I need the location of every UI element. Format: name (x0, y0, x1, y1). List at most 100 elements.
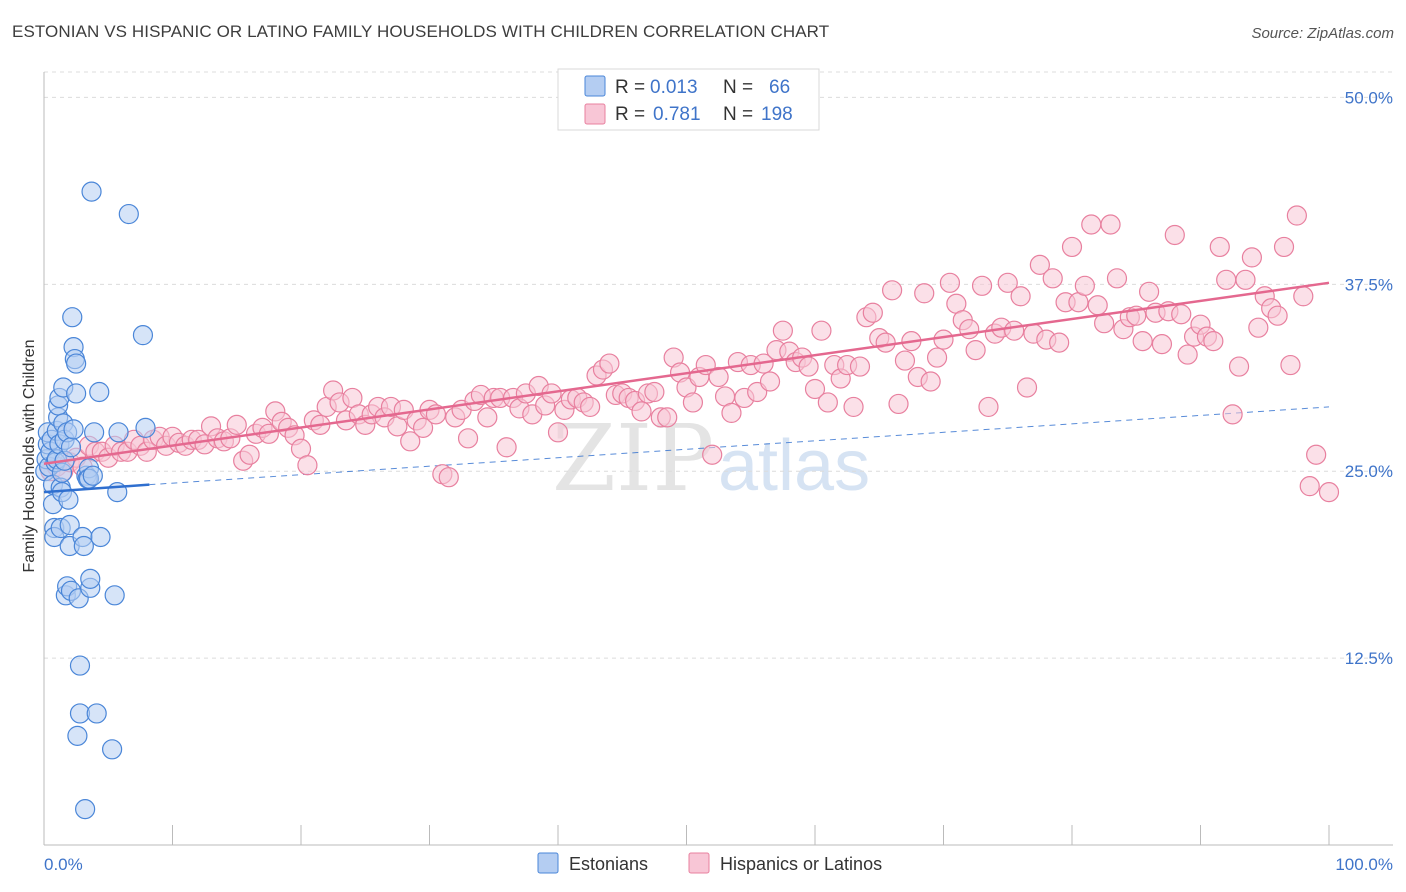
estonian-point (81, 181, 102, 202)
hispanic-point (1132, 331, 1153, 352)
hispanic-point (804, 378, 826, 400)
hispanic-point (1267, 305, 1288, 326)
hispanic-point (1004, 320, 1025, 341)
estonian-point (118, 203, 139, 225)
series-legend: Estonians Hispanics or Latinos (537, 852, 882, 874)
hispanic-point (1049, 332, 1070, 353)
hispanic-point (631, 401, 652, 422)
hispanic-point (599, 353, 620, 374)
hispanic-point (849, 356, 871, 377)
estonian-point (60, 437, 82, 458)
hispanic-point (297, 455, 318, 476)
estonian-point (75, 799, 96, 820)
hispanic-point (1164, 224, 1185, 246)
legend-r-value-estonians: 0.013 (650, 77, 698, 98)
hispanic-point (971, 275, 993, 296)
y-axis-title: Family Households with Children (21, 340, 38, 573)
hispanic-point (1177, 344, 1198, 365)
trend-lines (43, 281, 1330, 494)
estonian-point (86, 703, 107, 724)
hispanic-point (933, 329, 954, 350)
hispanic-point (412, 417, 434, 438)
estonian-point (102, 739, 123, 760)
y-tick-labels: 12.5% 25.0% 37.5% 50.0% (1345, 88, 1393, 668)
estonian-point (80, 568, 101, 589)
estonian-point (84, 422, 105, 443)
watermark-zip: ZIP (552, 405, 714, 512)
hispanic-point (1273, 236, 1295, 258)
estonian-point (62, 307, 83, 328)
source-credit: Source: ZipAtlas.com (1251, 25, 1394, 42)
hispanic-point (1151, 334, 1173, 355)
hispanic-point (1228, 356, 1250, 377)
bottom-legend-label-hispanics: Hispanics or Latinos (720, 854, 882, 874)
estonian-point (108, 422, 129, 443)
hispanic-point (1293, 286, 1314, 307)
hispanic-point (862, 302, 883, 323)
hispanic-point (438, 467, 459, 488)
hispanic-point (1010, 286, 1031, 307)
estonian-point (132, 325, 154, 346)
hispanic-point (798, 356, 819, 377)
estonian-point (67, 725, 88, 746)
hispanic-point (1280, 354, 1301, 376)
estonian-point (82, 465, 103, 486)
hispanic-point (926, 347, 948, 368)
hispanic-point (547, 422, 569, 443)
hispanic-point (920, 371, 941, 392)
estonian-point (90, 526, 111, 548)
hispanic-point (496, 437, 517, 458)
estonian-point (58, 489, 79, 510)
hispanic-point (914, 283, 935, 304)
estonian-trend-line (43, 483, 150, 494)
legend-n-value-hispanics: 198 (761, 104, 793, 125)
grid-lines (44, 71, 1393, 659)
estonian-point (89, 381, 110, 403)
hispanic-point (1029, 254, 1050, 275)
hispanic-point (702, 444, 723, 465)
hispanic-point (226, 414, 247, 435)
axes (43, 72, 1393, 846)
hispanic-point (1081, 214, 1102, 235)
y-tick-label: 25.0% (1345, 462, 1393, 481)
estonian-point (66, 383, 87, 404)
hispanic-point (1209, 236, 1230, 258)
hispanic-point (1061, 236, 1083, 258)
legend-r-value-hispanics: 0.781 (653, 104, 701, 125)
y-tick-label: 50.0% (1345, 88, 1393, 107)
stats-legend: R = 0.013 N = 66 R = 0.781 N = 198 (557, 68, 820, 131)
hispanic-point (1074, 275, 1095, 296)
hispanic-point (1235, 269, 1256, 290)
hispanic-point (1016, 377, 1038, 398)
legend-n-label-hispanics: N = (723, 104, 753, 125)
hispanic-point (657, 407, 678, 428)
hispanic-point (1216, 269, 1237, 290)
hispanic-point (400, 431, 421, 452)
hispanic-point (978, 396, 999, 418)
hispanic-point (939, 272, 961, 293)
legend-r-label-estonians: R = (615, 77, 645, 98)
hispanic-point (759, 371, 781, 392)
hispanic-point (1106, 268, 1128, 289)
legend-n-value-estonians: 66 (769, 77, 790, 98)
bottom-legend-label-estonians: Estonians (569, 854, 648, 874)
hispanic-trend-line (43, 281, 1330, 465)
hispanic-point (1087, 295, 1108, 316)
x-tick-label-max: 100.0% (1335, 855, 1393, 874)
legend-r-label-hispanics: R = (615, 104, 645, 125)
hispanic-point (644, 381, 665, 403)
watermark-atlas: atlas (718, 426, 870, 506)
hispanic-point (477, 407, 498, 428)
hispanic-point (1241, 247, 1263, 268)
x-tick-label-min: 0.0% (44, 855, 83, 874)
hispanic-point (721, 402, 742, 423)
estonian-point (104, 585, 125, 606)
hispanic-point (965, 340, 986, 361)
hispanic-point (843, 396, 864, 418)
hispanic-point (772, 320, 793, 341)
hispanic-point (1306, 444, 1327, 465)
estonian-point (59, 514, 80, 536)
hispanic-point (1222, 404, 1243, 425)
hispanic-point (239, 444, 260, 465)
